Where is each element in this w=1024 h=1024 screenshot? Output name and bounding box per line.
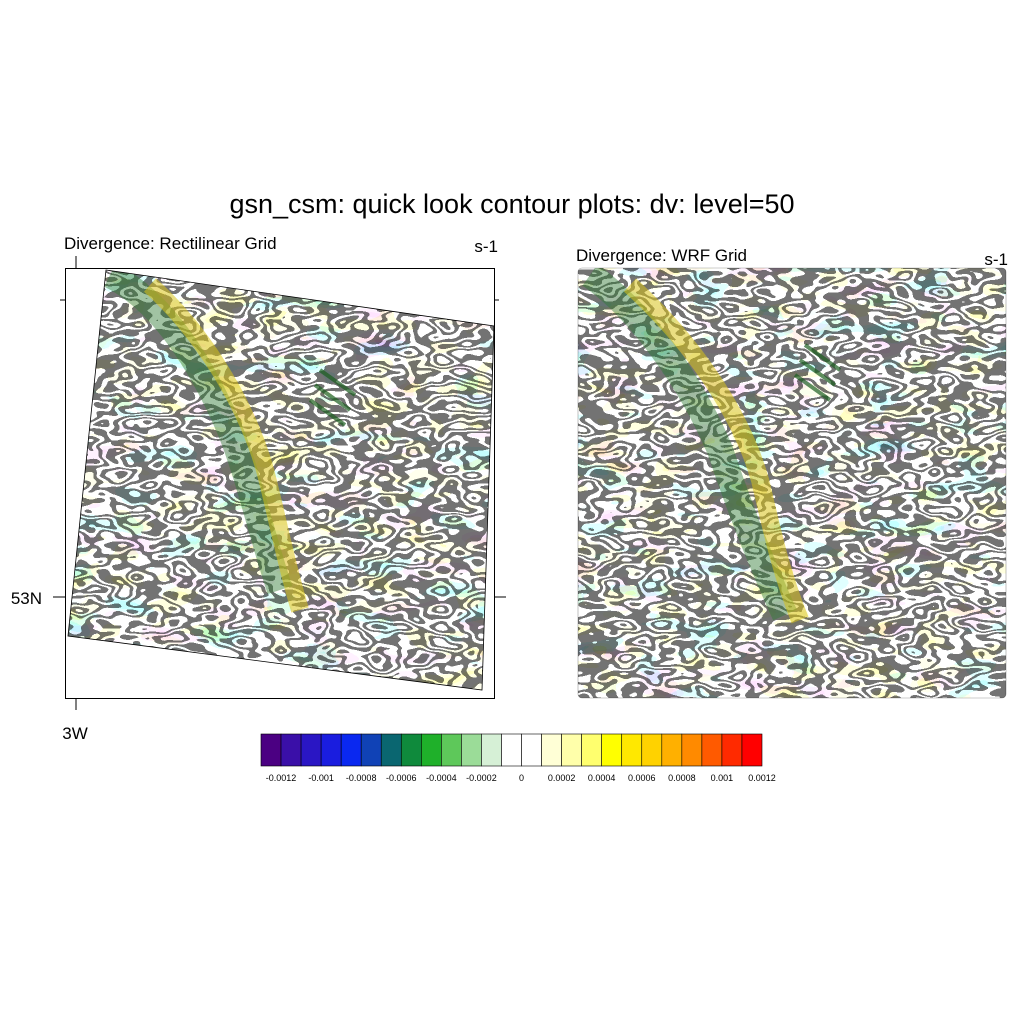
colorbar-label: -0.0008: [346, 773, 377, 783]
colorbar-swatch: [541, 733, 562, 767]
colorbar-swatch: [461, 733, 482, 767]
units-label-rectilinear: s-1: [474, 237, 498, 256]
colorbar-label: 0.0012: [748, 773, 776, 783]
colorbar-swatch: [521, 733, 542, 767]
colorbar-label: 0.0004: [588, 773, 616, 783]
colorbar-swatch: [641, 733, 663, 767]
divergence-field-wrf: [578, 268, 1006, 698]
colorbar-swatch: [561, 733, 582, 767]
lat-tick-label: 53N: [11, 589, 42, 608]
colorbar-swatch: [320, 733, 342, 767]
colorbar-swatch: [441, 733, 462, 767]
colorbar-swatch: [421, 733, 442, 767]
panel-rectilinear-grid: Divergence: Rectilinear Grid s-1 53N 3W: [11, 234, 506, 743]
colorbar-swatch: [340, 733, 362, 767]
colorbar-swatch: [360, 733, 382, 767]
units-label-wrf: s-1: [984, 250, 1008, 269]
colorbar-swatch: [300, 733, 322, 767]
colorbar-label: -0.0002: [466, 773, 497, 783]
colorbar-label: 0.0008: [668, 773, 696, 783]
colorbar-swatch: [601, 733, 623, 767]
panel-title-rectilinear: Divergence: Rectilinear Grid: [64, 234, 277, 253]
colorbar-label: -0.0012: [266, 773, 297, 783]
data-domain-outline-wrf: [577, 267, 1007, 699]
lon-tick-label: 3W: [62, 724, 88, 743]
colorbar-label: -0.0006: [386, 773, 417, 783]
colorbar-label: 0.001: [711, 773, 734, 783]
colorbar-swatch: [481, 733, 502, 767]
figure-title: gsn_csm: quick look contour plots: dv: l…: [229, 189, 794, 219]
colorbar-swatch: [581, 733, 602, 767]
colorbar-swatch: [661, 733, 683, 767]
colorbar-swatch: [400, 733, 422, 767]
colorbar-swatch: [681, 733, 703, 767]
colorbar-swatch: [721, 733, 743, 767]
colorbar-label: -0.001: [308, 773, 334, 783]
colorbar-swatch: [280, 733, 302, 767]
plot-frame-rectilinear: [65, 268, 495, 699]
colorbar-swatch: [621, 733, 643, 767]
panel-wrf-grid: Divergence: WRF Grid s-1: [576, 246, 1008, 699]
colorbar-swatch: [260, 733, 282, 767]
colorbar-swatch: [701, 733, 723, 767]
colorbar-swatch: [501, 733, 522, 767]
colorbar-label: 0: [519, 773, 524, 783]
colorbar-swatch: [380, 733, 402, 767]
colorbar-label: 0.0002: [548, 773, 576, 783]
divergence-field-rectilinear: [68, 270, 494, 690]
data-domain-outline-rectilinear: [67, 269, 495, 691]
colorbar-label: -0.0004: [426, 773, 457, 783]
panel-title-wrf: Divergence: WRF Grid: [576, 246, 747, 265]
colorbar: -0.0012 -0.001 -0.0008 -0.0006 -0.0004 -0.000…: [260, 733, 776, 783]
colorbar-label: 0.0006: [628, 773, 656, 783]
colorbar-swatch: [741, 733, 763, 767]
